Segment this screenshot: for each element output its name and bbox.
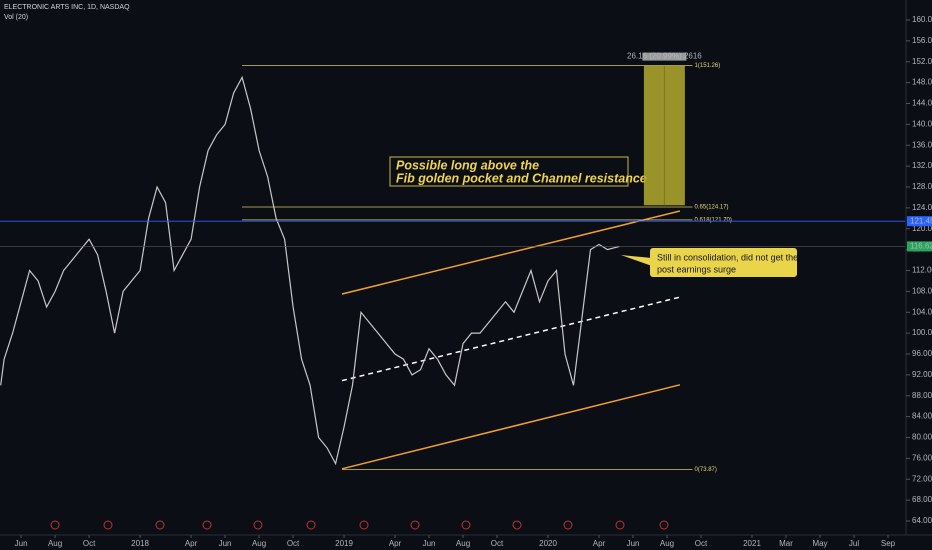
callout-pointer <box>621 255 652 266</box>
fib-label: 0.65(124.17) <box>695 205 729 211</box>
y-tick-label: 160.00 <box>912 15 932 24</box>
y-tick-label: 100.00 <box>912 328 932 337</box>
y-tick-label: 132.00 <box>912 161 932 170</box>
callout: post earnings surge <box>657 264 736 274</box>
symbol: ELECTRONIC ARTS INC, 1D, NASDAQ <box>4 4 130 11</box>
x-tick-label: Apr <box>389 539 402 548</box>
x-tick-label: Jun <box>15 539 28 548</box>
y-tick-label: 104.00 <box>912 307 932 316</box>
x-tick-label: Aug <box>48 539 62 548</box>
price-tag-label: 116.62 <box>910 241 932 250</box>
annotation-box <box>389 156 629 187</box>
fib-label: 1(151.26) <box>695 63 721 69</box>
callout: Still in consolidation, did not get the <box>657 252 798 262</box>
y-tick-label: 148.00 <box>912 78 932 87</box>
y-tick-label: 84.00 <box>912 412 932 421</box>
channel-line <box>341 384 681 470</box>
x-tick-label: 2019 <box>335 539 353 548</box>
y-tick-label: 80.00 <box>912 433 932 442</box>
x-tick-label: Oct <box>695 539 708 548</box>
y-tick-label: 112.00 <box>912 266 932 275</box>
x-tick-label: Oct <box>83 539 96 548</box>
x-tick-label: Aug <box>660 539 674 548</box>
y-tick-label: 72.00 <box>912 474 932 483</box>
y-tick-label: 156.00 <box>912 36 932 45</box>
x-tick-label: Oct <box>491 539 504 548</box>
fib-label: 0(73.87) <box>695 467 717 473</box>
y-tick-label: 64.00 <box>912 516 932 525</box>
x-tick-label: Apr <box>185 539 198 548</box>
indicator: Vol (20) <box>4 14 28 21</box>
target-label: 26.16 (20.99%) 2616 <box>627 52 702 61</box>
annotation: Possible long above the <box>396 158 539 172</box>
callout-box <box>650 248 797 277</box>
y-tick-label: 96.00 <box>912 349 932 358</box>
target-label-bg <box>642 52 687 61</box>
x-tick-label: May <box>812 539 827 548</box>
x-tick-label: Jun <box>627 539 640 548</box>
y-tick-label: 136.00 <box>912 140 932 149</box>
price-tag-label: 121.45 <box>910 216 932 225</box>
x-tick-label: Mar <box>779 539 793 548</box>
x-tick-label: Aug <box>456 539 470 548</box>
y-tick-label: 92.00 <box>912 370 932 379</box>
y-tick-label: 76.00 <box>912 453 932 462</box>
earnings-icons <box>50 520 669 530</box>
annotation: Fib golden pocket and Channel resistance <box>396 171 647 185</box>
channel-line <box>341 210 681 295</box>
fib-label: 0.618(121.70) <box>695 217 732 223</box>
y-tick-label: 120.00 <box>912 224 932 233</box>
x-tick-label: Sep <box>881 539 896 548</box>
y-tick-label: 108.00 <box>912 286 932 295</box>
y-tick-label: 128.00 <box>912 182 932 191</box>
y-tick-label: 152.00 <box>912 57 932 66</box>
x-tick-label: Jun <box>423 539 436 548</box>
y-tick-label: 140.00 <box>912 119 932 128</box>
y-tick-label: 88.00 <box>912 391 932 400</box>
x-tick-label: 2018 <box>131 539 149 548</box>
price-tag <box>907 241 932 252</box>
y-tick-label: 144.00 <box>912 99 932 108</box>
y-tick-label: 124.00 <box>912 203 932 212</box>
x-tick-label: 2020 <box>539 539 557 548</box>
price-line <box>0 75 620 466</box>
y-tick-label: 68.00 <box>912 495 932 504</box>
x-tick-label: 2021 <box>743 539 761 548</box>
x-tick-label: Aug <box>252 539 266 548</box>
price-tag <box>907 216 932 227</box>
x-tick-label: Apr <box>593 539 606 548</box>
channel-line <box>341 296 681 382</box>
x-tick-label: Oct <box>287 539 300 548</box>
x-tick-label: Jun <box>219 539 232 548</box>
x-tick-label: Jul <box>849 539 859 548</box>
